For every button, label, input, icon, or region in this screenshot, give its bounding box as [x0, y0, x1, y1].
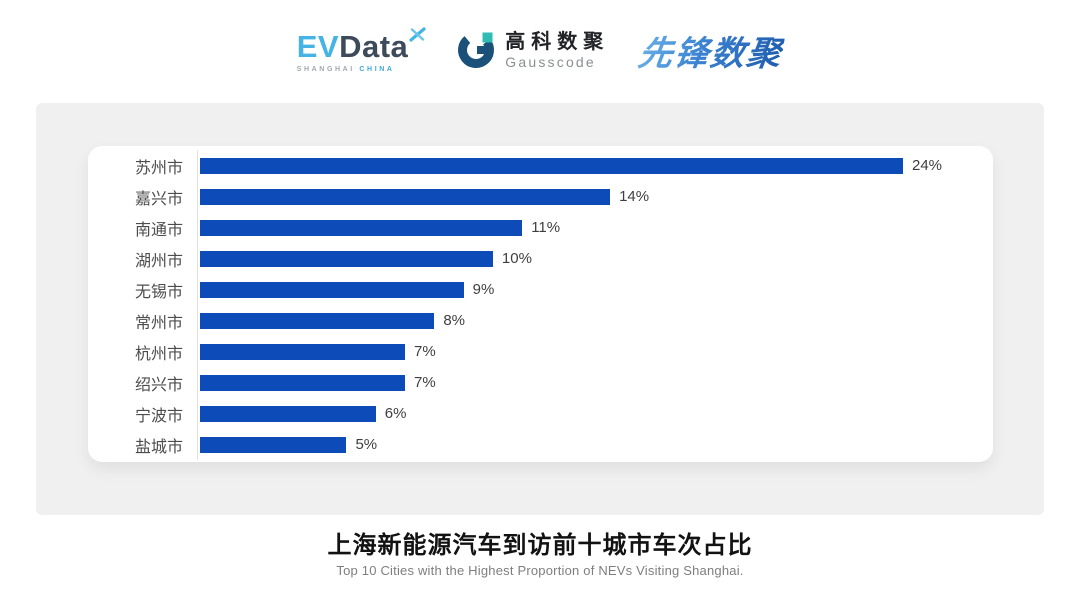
- value-label: 7%: [414, 343, 436, 360]
- chart-row: 湖州市 10%: [88, 243, 993, 274]
- value-label: 10%: [501, 250, 532, 267]
- bar: [200, 250, 493, 267]
- bar: [200, 188, 611, 205]
- chart-row: 无锡市 9%: [88, 274, 993, 305]
- value-label: 5%: [355, 436, 378, 453]
- bar-chart: 苏州市 24% 嘉兴市 14% 南通市 11% 湖州市 10% 无锡市 9% 常州市 8% 杭州市 7% 绍…: [88, 150, 993, 460]
- value-label: 6%: [384, 405, 407, 422]
- xianfeng-logo: 先锋数聚: [636, 26, 787, 75]
- gausscode-cn-text: 高科数聚: [505, 30, 610, 53]
- value-label: 14%: [619, 188, 650, 205]
- evdata-data-text: Data: [339, 29, 409, 64]
- bar: [200, 219, 523, 236]
- bar: [200, 312, 435, 329]
- chart-panel: 苏州市 24% 嘉兴市 14% 南通市 11% 湖州市 10% 无锡市 9% 常州市 8% 杭州市 7% 绍…: [36, 103, 1044, 515]
- category-label: 南通市: [134, 221, 183, 239]
- chart-row: 盐城市 5%: [88, 429, 993, 460]
- evdata-x-icon: [409, 27, 426, 42]
- evdata-china-text: CHINA: [359, 66, 395, 73]
- category-label: 盐城市: [134, 438, 183, 456]
- logo-strip: EV Data SHANGHAI CHINA 高科数聚 G: [0, 0, 1080, 100]
- bar-track: 7%: [197, 336, 993, 367]
- bar: [200, 374, 406, 391]
- chart-subtitle: Top 10 Cities with the Highest Proportio…: [336, 563, 744, 578]
- chart-row: 苏州市 24%: [88, 150, 993, 181]
- category-label: 苏州市: [134, 159, 183, 177]
- bar-track: 5%: [197, 429, 993, 460]
- bar: [200, 405, 376, 422]
- bar-track: 11%: [197, 212, 993, 243]
- category-label: 绍兴市: [134, 376, 183, 394]
- chart-row: 绍兴市 7%: [88, 367, 993, 398]
- chart-row: 常州市 8%: [88, 305, 993, 336]
- evdata-subtitle: SHANGHAI CHINA: [297, 66, 427, 73]
- bar: [200, 281, 464, 298]
- bar-track: 24%: [197, 150, 993, 181]
- evdata-ev-text: EV: [296, 29, 340, 64]
- chart-row: 宁波市 6%: [88, 398, 993, 429]
- bar-track: 9%: [197, 274, 993, 305]
- category-label: 湖州市: [134, 252, 183, 270]
- caption: 上海新能源汽车到访前十城市车次占比 Top 10 Cities with the…: [0, 531, 1080, 578]
- chart-row: 杭州市 7%: [88, 336, 993, 367]
- chart-row: 南通市 11%: [88, 212, 993, 243]
- gausscode-logo: 高科数聚 Gausscode: [456, 30, 609, 70]
- value-label: 9%: [472, 281, 495, 298]
- category-label: 无锡市: [134, 283, 183, 301]
- bar-track: 8%: [197, 305, 993, 336]
- gausscode-en-text: Gausscode: [505, 53, 596, 70]
- bar: [200, 343, 406, 360]
- category-label: 常州市: [134, 314, 183, 332]
- bar-track: 14%: [197, 181, 993, 212]
- value-label: 8%: [443, 312, 466, 329]
- category-label: 宁波市: [134, 407, 183, 425]
- evdata-wordmark: EV Data: [297, 27, 427, 62]
- chart-title: 上海新能源汽车到访前十城市车次占比: [327, 532, 753, 559]
- category-label: 杭州市: [134, 345, 183, 363]
- bar-track: 10%: [197, 243, 993, 274]
- chart-row: 嘉兴市 14%: [88, 181, 993, 212]
- bar-track: 6%: [197, 398, 993, 429]
- gausscode-mark-icon: [458, 32, 495, 68]
- evdata-shanghai-text: SHANGHAI: [296, 66, 355, 73]
- bar: [200, 157, 903, 174]
- value-label: 24%: [912, 157, 943, 174]
- gausscode-text: 高科数聚 Gausscode: [505, 32, 609, 69]
- evdata-logo: EV Data SHANGHAI CHINA: [297, 27, 427, 73]
- bar-track: 7%: [197, 367, 993, 398]
- bar: [200, 436, 347, 453]
- value-label: 7%: [414, 374, 436, 391]
- value-label: 11%: [531, 219, 561, 236]
- chart-card: 苏州市 24% 嘉兴市 14% 南通市 11% 湖州市 10% 无锡市 9% 常州市 8% 杭州市 7% 绍…: [88, 146, 993, 462]
- category-label: 嘉兴市: [134, 190, 183, 208]
